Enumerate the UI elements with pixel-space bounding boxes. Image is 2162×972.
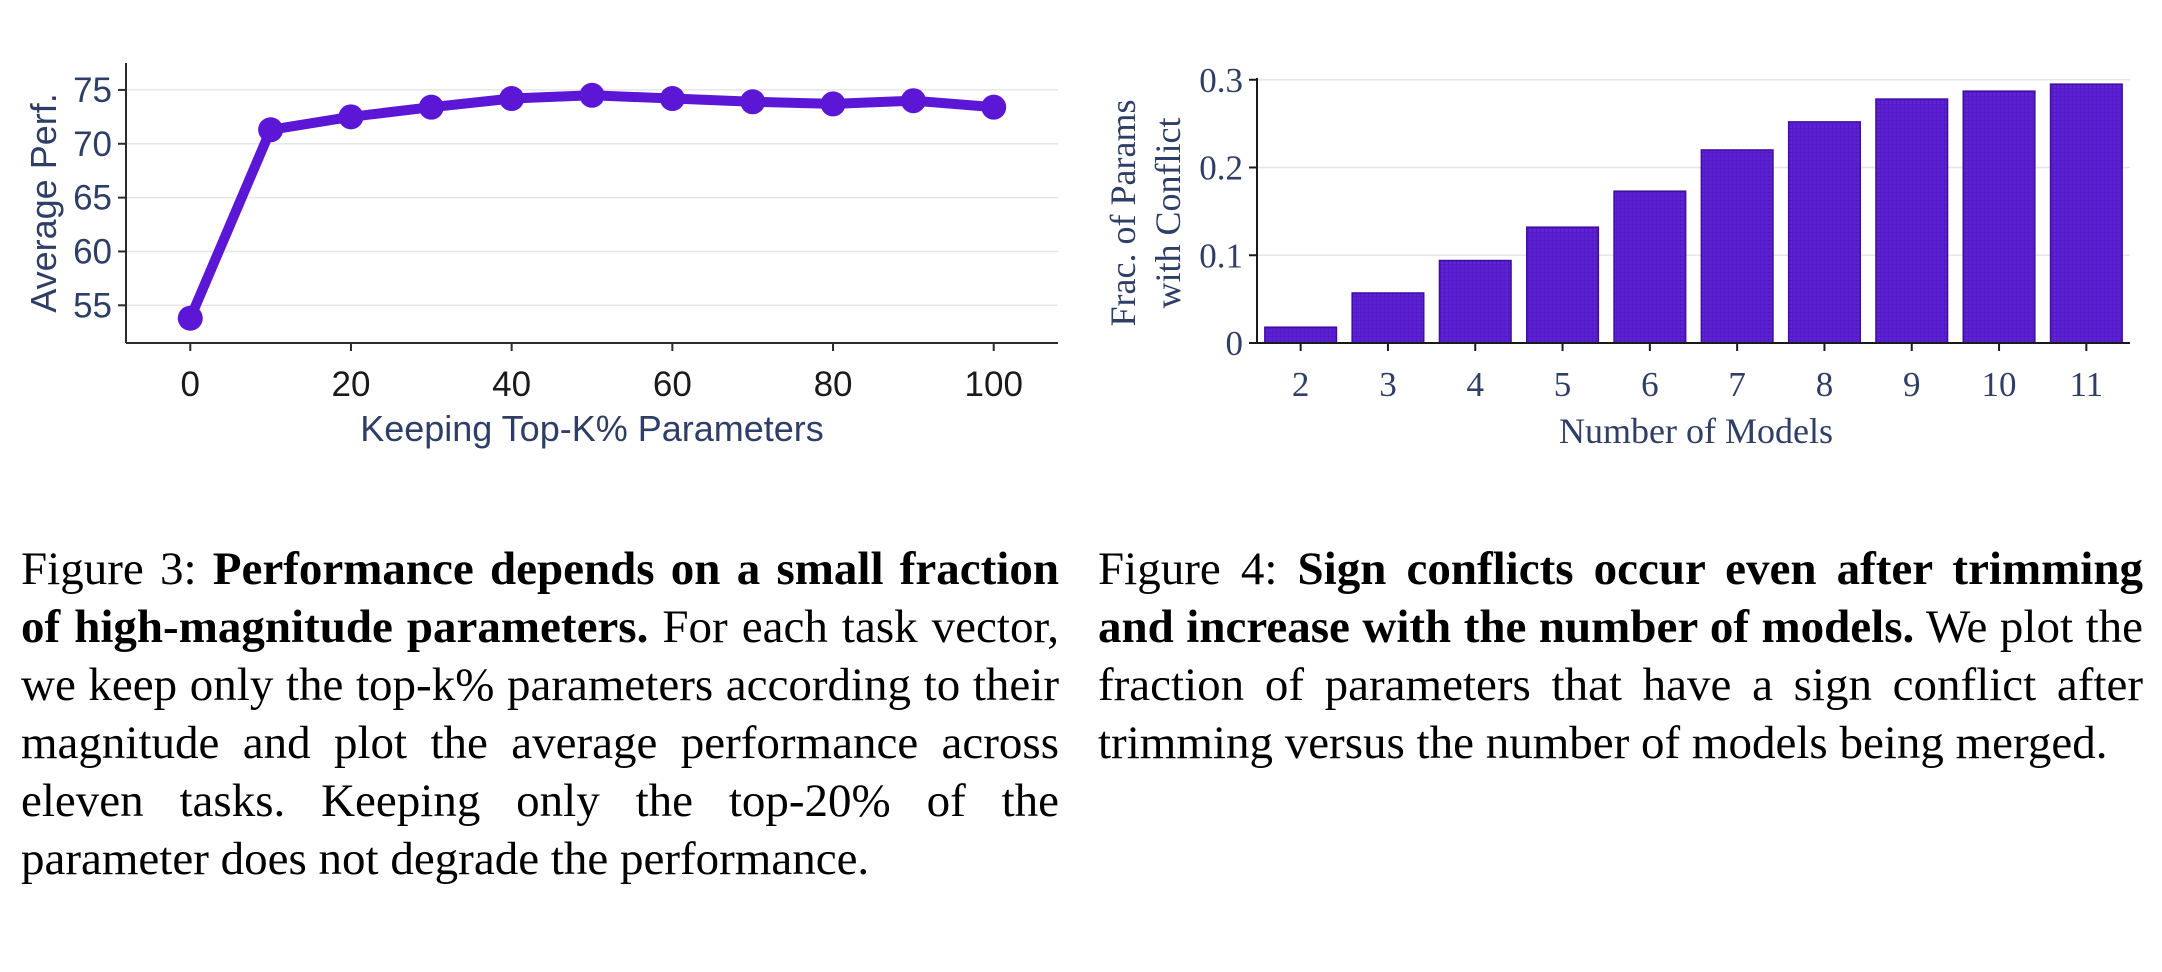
line-chart-x-ticks: 0 20 40 60 80 100: [181, 343, 1023, 404]
line-chart-point: [177, 305, 203, 331]
line-chart-x-tick-label: 0: [181, 365, 200, 404]
bar-chart-y-label-line-2: with Conflict: [1148, 118, 1188, 309]
line-chart-y-tick-label: 75: [73, 71, 112, 110]
line-chart-x-tick-label: 60: [653, 365, 692, 404]
figure-3-caption: Figure 3: Performance depends on a small…: [21, 540, 1059, 888]
line-chart-x-tick-label: 40: [492, 365, 531, 404]
line-chart-y-ticks: 55 60 65 70 75: [73, 71, 126, 325]
bar-chart-x-label: Number of Models: [1559, 411, 1833, 451]
line-chart-x-tick-label: 80: [814, 365, 853, 404]
bar-chart-y-tick-label: 0: [1226, 324, 1244, 363]
figure-4-caption-text: We plot the fraction of parameters that …: [1098, 601, 2143, 769]
bar-chart-x-tick-label: 7: [1728, 365, 1746, 404]
figure-3-caption-bold: Performance depends on a small frac­tion…: [21, 543, 1059, 653]
figure-4-bar-chart: 0 0.1 0.2 0.3 2 3 4 5 6 7 8 9 10 11 Number of Models…: [1103, 61, 2130, 451]
bar-chart-x-tick-label: 9: [1903, 365, 1921, 404]
bar-chart-bar: [1700, 149, 1774, 344]
line-chart-points: [177, 82, 1007, 331]
line-chart-point: [579, 82, 605, 108]
line-chart-y-tick-label: 65: [73, 179, 112, 218]
line-chart-point: [659, 86, 685, 112]
bar-chart-x-tick-label: 6: [1641, 365, 1659, 404]
bar-chart-x-tick-label: 10: [1982, 365, 2017, 404]
bar-chart-y-ticks: 0 0.1 0.2 0.3: [1199, 61, 1257, 363]
line-chart-y-tick-label: 60: [73, 232, 112, 271]
figure-3-caption-text: For each task vector, we keep only the t…: [21, 601, 1059, 885]
bar-chart-x-tick-label: 4: [1467, 365, 1485, 404]
bar-chart-y-tick-label: 0.3: [1199, 61, 1243, 100]
bar-chart-bar: [1787, 121, 1861, 344]
figure-4-caption-bold: Sign conflicts occur even after trim­min…: [1098, 543, 2143, 653]
line-chart-point: [338, 104, 364, 130]
line-chart-y-label: Average Perf.: [23, 93, 64, 312]
bar-chart-y-tick-label: 0.2: [1199, 149, 1243, 188]
line-chart-point: [820, 91, 846, 117]
bar-chart-y-tick-label: 0.1: [1199, 236, 1243, 275]
bar-chart-x-tick-label: 8: [1816, 365, 1834, 404]
bar-chart-bar: [1613, 190, 1687, 344]
line-chart-point: [981, 94, 1007, 120]
line-chart-series-line: [185, 90, 999, 324]
figure-3-caption-label: Figure 3:: [21, 543, 213, 595]
line-chart-point: [418, 94, 444, 120]
figure-4-caption-label: Figure 4:: [1098, 543, 1298, 595]
line-chart-x-tick-label: 20: [331, 365, 370, 404]
bar-chart-x-ticks: 2 3 4 5 6 7 8 9 10 11: [1292, 343, 2103, 404]
bar-chart-x-tick-label: 11: [2069, 365, 2103, 404]
bar-chart-x-tick-label: 5: [1554, 365, 1572, 404]
bar-chart-bar: [1875, 98, 1949, 344]
bar-chart-bar: [1526, 226, 1600, 344]
bar-chart-bars: [1264, 83, 2123, 344]
bar-chart-x-tick-label: 2: [1292, 365, 1310, 404]
line-chart-point: [258, 117, 284, 143]
line-chart-x-label: Keeping Top-K% Parameters: [360, 408, 824, 449]
line-chart-x-tick-label: 100: [965, 365, 1023, 404]
bar-chart-bar: [1264, 326, 1338, 344]
line-chart-y-tick-label: 70: [73, 125, 112, 164]
bar-chart-x-tick-label: 3: [1379, 365, 1397, 404]
figure-4-caption: Figure 4: Sign conflicts occur even afte…: [1098, 540, 2143, 772]
figure-3-line-chart: 55 60 65 70 75 0 20 40 60 80 100 Keeping Top-K% P…: [23, 63, 1058, 449]
bar-chart-bar: [1438, 259, 1512, 344]
line-chart-point: [740, 89, 766, 115]
line-chart-y-tick-label: 55: [73, 286, 112, 325]
bar-chart-y-label-line-1: Frac. of Params: [1103, 100, 1143, 327]
line-chart-point: [499, 86, 525, 112]
bar-chart-bar: [2049, 83, 2123, 344]
line-chart-point: [900, 88, 926, 114]
bar-chart-bar: [1351, 292, 1425, 344]
bar-chart-bar: [1962, 90, 2036, 344]
